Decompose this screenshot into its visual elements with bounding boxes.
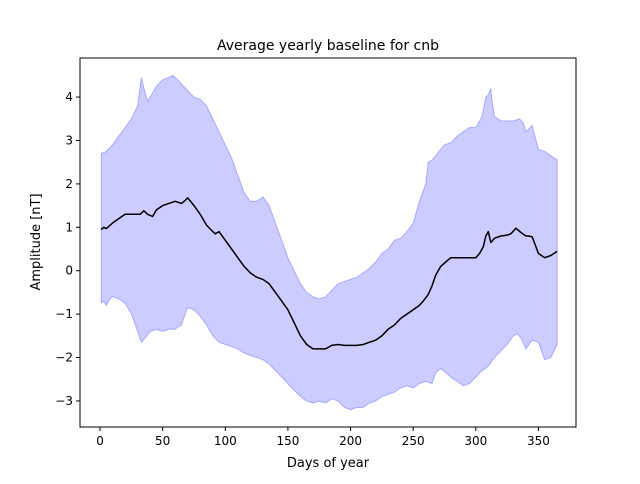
x-tick-label: 250 [402, 434, 425, 448]
y-axis-label: Amplitude [nT] [29, 193, 44, 290]
chart-title: Average yearly baseline for cnb [217, 38, 439, 54]
x-axis-label: Days of year [287, 456, 370, 471]
y-axis-ticks: −3 −2 −1 0 1 2 3 4 [55, 90, 80, 408]
x-tick-label: 150 [276, 434, 299, 448]
x-tick-label: 300 [464, 434, 487, 448]
y-tick-label: 1 [65, 220, 73, 234]
y-tick-label: −3 [55, 394, 73, 408]
x-tick-label: 100 [214, 434, 237, 448]
y-tick-label: −2 [55, 351, 73, 365]
y-tick-label: 0 [65, 264, 73, 278]
x-tick-label: 350 [527, 434, 550, 448]
x-tick-label: 200 [339, 434, 362, 448]
x-tick-label: 0 [96, 434, 104, 448]
y-tick-label: −1 [55, 307, 73, 321]
x-axis-ticks: 0 50 100 150 200 250 300 350 [96, 427, 550, 448]
axes-frame [79, 57, 577, 428]
band-fill [100, 74, 558, 411]
y-tick-label: 4 [65, 90, 73, 104]
y-tick-label: 2 [65, 177, 73, 191]
y-tick-label: 3 [65, 133, 73, 147]
x-tick-label: 50 [155, 434, 170, 448]
mean-line [100, 197, 558, 350]
plot-area [100, 74, 558, 411]
